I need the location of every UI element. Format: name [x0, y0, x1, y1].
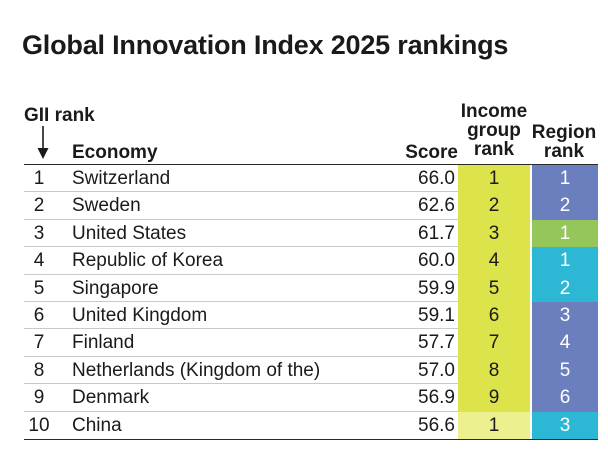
gii-rank-header: GII rank [24, 105, 95, 126]
gii-rank-cell: 2 [33, 195, 45, 217]
region-rank-cell: 2 [532, 274, 598, 302]
income-rank-cell: 9 [458, 384, 530, 412]
region-rank-cell: 3 [532, 302, 598, 330]
economy-header: Economy [72, 142, 158, 163]
score-cell: 62.6 [418, 195, 455, 217]
row-divider [24, 410, 458, 412]
economy-cell: United Kingdom [72, 305, 208, 326]
income-rank-cell: 1 [458, 165, 530, 193]
score-header: Score [405, 142, 458, 163]
header-rule [24, 164, 598, 165]
table-row: 1 Switzerland 66.0 1 1 [0, 165, 608, 193]
score-cell: 61.7 [418, 222, 455, 244]
arrow-down-icon [37, 126, 49, 159]
income-header-line: Income [460, 101, 528, 122]
gii-rank-cell: 6 [33, 305, 45, 326]
gii-rank-cell: 3 [33, 222, 45, 244]
region-rank-cell: 1 [532, 165, 598, 193]
gii-rank-cell: 4 [33, 250, 45, 272]
income-rank-cell: 1 [458, 411, 530, 439]
score-cell: 56.9 [418, 387, 455, 409]
economy-cell: United States [72, 222, 187, 244]
row-divider [24, 355, 458, 357]
row-divider [24, 246, 458, 248]
row-divider [24, 273, 458, 275]
table-row: 4 Republic of Korea 60.0 4 1 [0, 247, 608, 275]
gii-rank-cell: 9 [33, 387, 45, 409]
income-rank-cell: 2 [458, 192, 530, 220]
region-rank-cell: 4 [532, 329, 598, 357]
table-row: 9 Denmark 56.9 9 6 [0, 384, 608, 412]
region-rank-cell: 5 [532, 356, 598, 385]
table-row: 2 Sweden 62.6 2 2 [0, 192, 608, 220]
income-rank-cell: 3 [458, 219, 530, 248]
page-title: Global Innovation Index 2025 rankings [22, 30, 509, 60]
region-rank-cell: 6 [532, 384, 598, 412]
region-rank-header: Region rank [530, 123, 598, 161]
income-rank-cell: 7 [458, 329, 530, 357]
score-cell: 59.9 [418, 277, 455, 299]
score-cell: 60.0 [418, 250, 455, 272]
score-cell: 66.0 [418, 168, 455, 189]
region-rank-cell: 1 [532, 219, 598, 248]
score-cell: 57.7 [418, 332, 455, 354]
gii-rank-cell: 5 [33, 277, 45, 299]
row-divider [24, 191, 458, 193]
table-row: 5 Singapore 59.9 5 2 [0, 274, 608, 302]
income-group-rank-header: Income group rank [458, 102, 530, 159]
table-row: 3 United States 61.7 3 1 [0, 219, 608, 248]
region-rank-cell: 3 [532, 411, 598, 439]
economy-cell: Sweden [72, 195, 141, 217]
income-rank-cell: 5 [458, 274, 530, 302]
economy-cell: Denmark [72, 387, 150, 409]
row-divider [24, 328, 458, 330]
region-rank-cell: 1 [532, 247, 598, 275]
income-rank-cell: 6 [458, 302, 530, 330]
row-divider [24, 383, 458, 385]
economy-cell: Republic of Korea [72, 250, 224, 272]
row-divider [24, 218, 458, 220]
region-rank-cell: 2 [532, 192, 598, 220]
score-cell: 59.1 [418, 305, 455, 326]
table-row: 7 Finland 57.7 7 4 [0, 329, 608, 357]
table-row: 8 Netherlands (Kingdom of the) 57.0 8 5 [0, 356, 608, 385]
row-divider [24, 300, 458, 302]
economy-cell: Singapore [72, 277, 159, 299]
economy-cell: Finland [72, 332, 135, 354]
income-rank-cell: 4 [458, 247, 530, 275]
region-header-line: rank [543, 141, 585, 162]
income-header-line: group [467, 120, 521, 141]
gii-rank-cell: 7 [33, 332, 45, 354]
score-cell: 57.0 [418, 359, 455, 381]
table-row: 6 United Kingdom 59.1 6 3 [0, 302, 608, 330]
footer-rule [24, 439, 598, 440]
score-cell: 56.6 [418, 414, 455, 436]
economy-cell: China [72, 414, 122, 436]
economy-cell: Netherlands (Kingdom of the) [72, 359, 321, 381]
economy-cell: Switzerland [72, 168, 171, 189]
gii-rank-cell: 1 [33, 168, 45, 189]
region-header-line: Region [531, 122, 597, 143]
income-header-line: rank [473, 139, 515, 160]
gii-rank-cell: 8 [33, 359, 45, 381]
income-rank-cell: 8 [458, 356, 530, 385]
gii-rank-cell: 10 [28, 414, 50, 436]
table-row: 10 China 56.6 1 3 [0, 411, 608, 439]
